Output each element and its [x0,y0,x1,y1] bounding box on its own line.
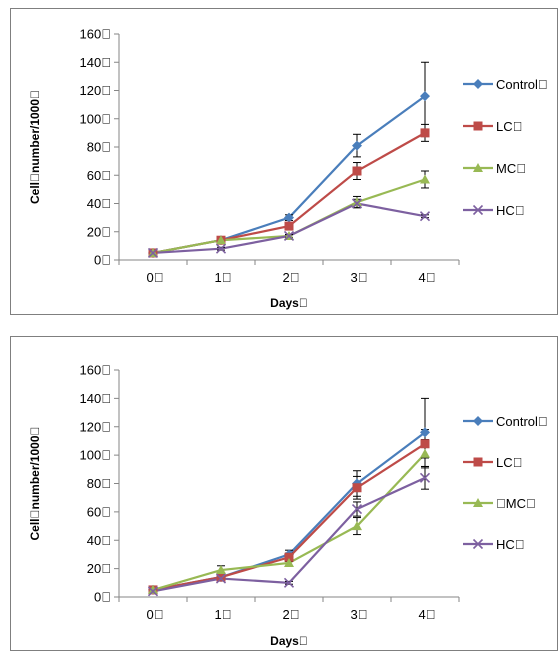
x-tick-label: 4  [419,607,436,622]
data-point [419,211,431,222]
data-point [420,439,430,449]
legend-marker [473,163,483,172]
legend-marker [473,457,483,467]
markers-1 [148,439,430,595]
legend-marker [472,538,484,550]
legend-marker [473,121,483,131]
markers-2 [148,448,430,594]
legend-label: HC  [496,203,525,218]
data-point [352,140,362,151]
y-tick-label: 100  [80,111,111,126]
y-tick-label: 120  [80,83,111,98]
axes: 0  20  40  60  80  100  120  140  160  0  1  2  3  4 … [28,27,460,310]
data-point [147,247,159,259]
legend-label: LC  [496,119,522,134]
y-tick-label: 80  [87,140,111,155]
data-point [352,166,362,176]
data-point [420,427,430,438]
y-tick-label: 40  [87,533,111,548]
data-point [215,573,227,584]
x-tick-label: 0  [147,270,164,285]
y-tick-label: 40  [87,196,111,211]
data-point [351,503,363,515]
data-point [283,230,295,242]
legend-label: LC  [496,455,522,470]
legend-marker [473,79,483,89]
y-tick-label: 20  [87,561,111,576]
markers-0 [148,427,430,595]
data-point [420,91,430,102]
x-tick-label: 3  [351,607,368,622]
data-point [216,572,226,582]
series-line [152,442,426,591]
legend: Control  LC  MC  HC  [463,77,548,218]
y-tick-label: 80  [87,476,111,491]
series-1 [152,442,426,591]
x-tick-label: 3  [351,270,368,285]
growth-chart-1: 0  20  40  60  80  100  120  140  160  0  1  2  3  4 … [28,27,548,311]
growth-chart-2: 0  20  40  60  80  100  120  140  160  0  1  2  3  4 … [28,363,548,649]
y-tick-label: 60  [87,168,111,183]
x-tick-label: 2  [283,270,300,285]
data-point [215,243,227,254]
error-bars-2 [217,439,429,575]
y-tick-label: 0  [94,590,111,605]
series-2 [152,452,426,591]
y-tick-label: 140  [80,55,111,70]
series-line [152,476,426,593]
y-tick-label: 120  [80,419,111,434]
x-tick-label: 1  [215,270,232,285]
data-point [420,128,430,138]
data-point [419,472,431,483]
y-tick-label: 100  [80,448,111,463]
chart-panel-1: 0  20  40  60  80  100  120  140  160  0  1  2  3  4 … [10,8,558,315]
error-bars-0 [217,61,429,244]
y-axis-title: Cell number/1000  [28,90,42,204]
data-point [148,584,158,594]
x-tick-label: 1  [215,607,232,622]
data-point [352,483,362,493]
legend-label: HC  [496,537,525,552]
y-tick-label: 140  [80,391,111,406]
data-point [420,448,430,458]
data-point [284,557,294,567]
legend-label: MC  [496,161,526,176]
y-tick-label: 20  [87,224,111,239]
x-tick-label: 4  [419,270,436,285]
x-axis-title: Days  [270,296,308,310]
error-bars-0 [217,397,429,581]
series-line [152,452,426,591]
legend: Control  LC   MC  HC  [463,414,548,552]
legend-marker [473,416,483,426]
x-tick-label: 0  [147,607,164,622]
data-point [351,198,363,209]
y-axis-title: Cell number/1000  [28,426,42,540]
legend-marker [473,498,483,507]
data-point [352,197,362,207]
y-tick-label: 160  [80,27,111,42]
data-point [352,521,362,531]
data-point [284,212,294,223]
data-point [283,577,295,588]
legend-label: Control  [496,414,548,429]
legend-label:  MC  [496,496,536,511]
data-point [284,221,294,231]
x-axis-title: Days  [270,634,308,648]
data-point [147,586,159,597]
data-point [216,235,226,245]
legend-marker [472,204,484,216]
y-tick-label: 160  [80,363,111,378]
markers-3 [147,472,431,597]
markers-3 [147,198,431,259]
y-tick-label: 60  [87,504,111,519]
axes: 0  20  40  60  80  100  120  140  160  0  1  2  3  4 … [28,363,460,648]
series-3 [152,476,426,593]
chart-panel-2: 0  20  40  60  80  100  120  140  160  0  1  2  3  4 … [10,336,558,651]
data-point [216,565,226,575]
y-tick-label: 0  [94,253,111,268]
data-point [284,552,294,562]
x-tick-label: 2  [283,607,300,622]
legend-label: Control  [496,77,548,92]
data-point [420,174,430,184]
